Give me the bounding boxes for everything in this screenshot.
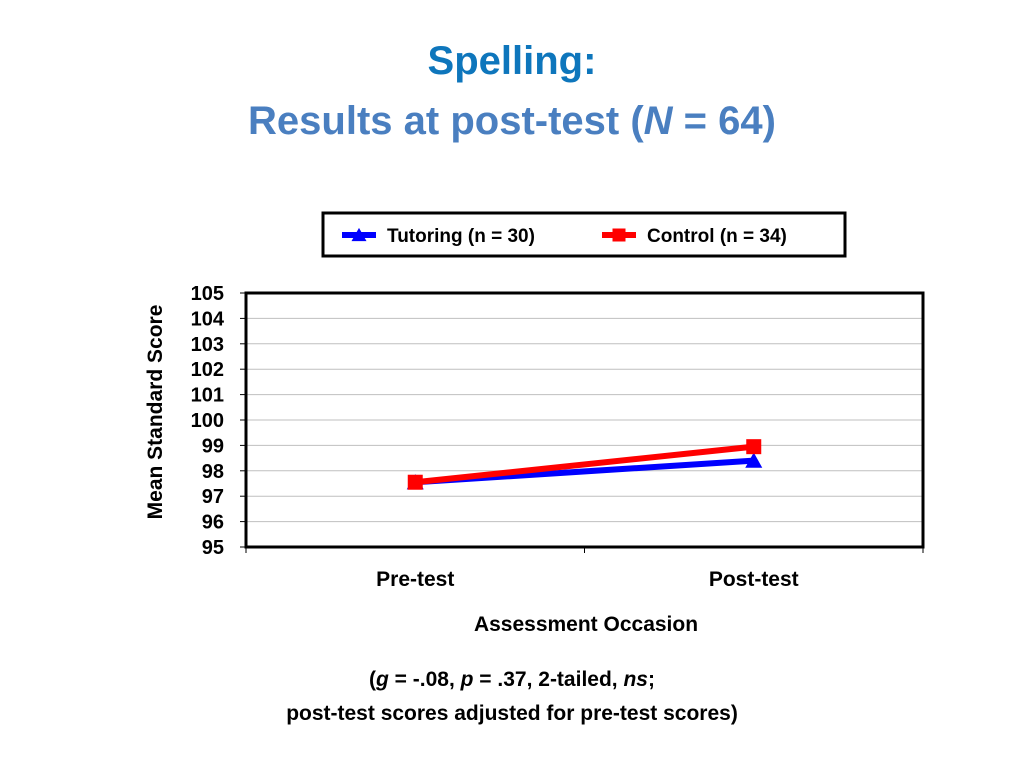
legend-label: Control (n = 34)	[647, 226, 787, 247]
legend-box	[321, 211, 847, 258]
legend-item: Tutoring (n = 30)	[342, 226, 535, 247]
y-tick-label: 98	[202, 461, 224, 483]
y-tick-label: 100	[191, 410, 224, 432]
y-tick-label: 101	[191, 385, 224, 407]
data-point	[745, 452, 763, 468]
note-end: ;	[647, 668, 655, 691]
x-axis-label: Assessment Occasion	[474, 613, 698, 636]
note-p-symbol: p	[460, 668, 474, 691]
y-tick-label: 99	[202, 435, 224, 457]
y-tick-label: 103	[191, 334, 224, 356]
note-ns: ns	[623, 668, 648, 691]
data-point	[746, 439, 762, 455]
subtitle-suffix: = 64)	[672, 99, 776, 143]
subtitle-n-symbol: N	[643, 99, 673, 143]
slide-subtitle: Results at post-test (N = 64)	[0, 96, 1024, 146]
x-tick-label: Pre-test	[376, 568, 454, 591]
chart-legend: Tutoring (n = 30) Control (n = 34)	[321, 211, 847, 258]
note-text-1: = -.08,	[388, 668, 461, 691]
y-axis: 95 96 97 98 99 100 101 102 103 104 105	[191, 283, 247, 559]
legend-marker	[612, 228, 626, 242]
y-tick-label: 104	[191, 308, 225, 330]
y-tick-label: 105	[191, 283, 224, 305]
x-tick-label: Post-test	[709, 568, 799, 591]
note-open: (	[369, 668, 377, 691]
y-tick-label: 102	[191, 359, 224, 381]
legend-item: Control (n = 34)	[602, 226, 787, 247]
chart-series	[406, 439, 763, 490]
legend-marker	[351, 227, 367, 242]
series-control	[407, 439, 762, 490]
stats-note-line1: (g = -.08, p = .37, 2-tailed, ns;	[0, 667, 1024, 693]
note-g-symbol: g	[376, 668, 389, 691]
series-line	[414, 443, 755, 486]
chart-gridlines	[246, 317, 923, 523]
y-axis-label: Mean Standard Score	[144, 305, 167, 520]
y-tick-label: 96	[202, 512, 224, 534]
legend-label: Tutoring (n = 30)	[387, 226, 535, 247]
y-tick-label: 97	[202, 486, 224, 508]
stats-note-line2: post-test scores adjusted for pre-test s…	[286, 702, 738, 725]
subtitle-prefix: Results at post-test (	[248, 99, 644, 143]
note-text-2: = .37, 2-tailed,	[473, 668, 624, 691]
slide-title: Spelling:	[427, 39, 597, 83]
y-tick-label: 95	[202, 537, 224, 559]
data-point	[407, 474, 423, 490]
x-axis: Pre-test Post-test	[245, 547, 924, 591]
